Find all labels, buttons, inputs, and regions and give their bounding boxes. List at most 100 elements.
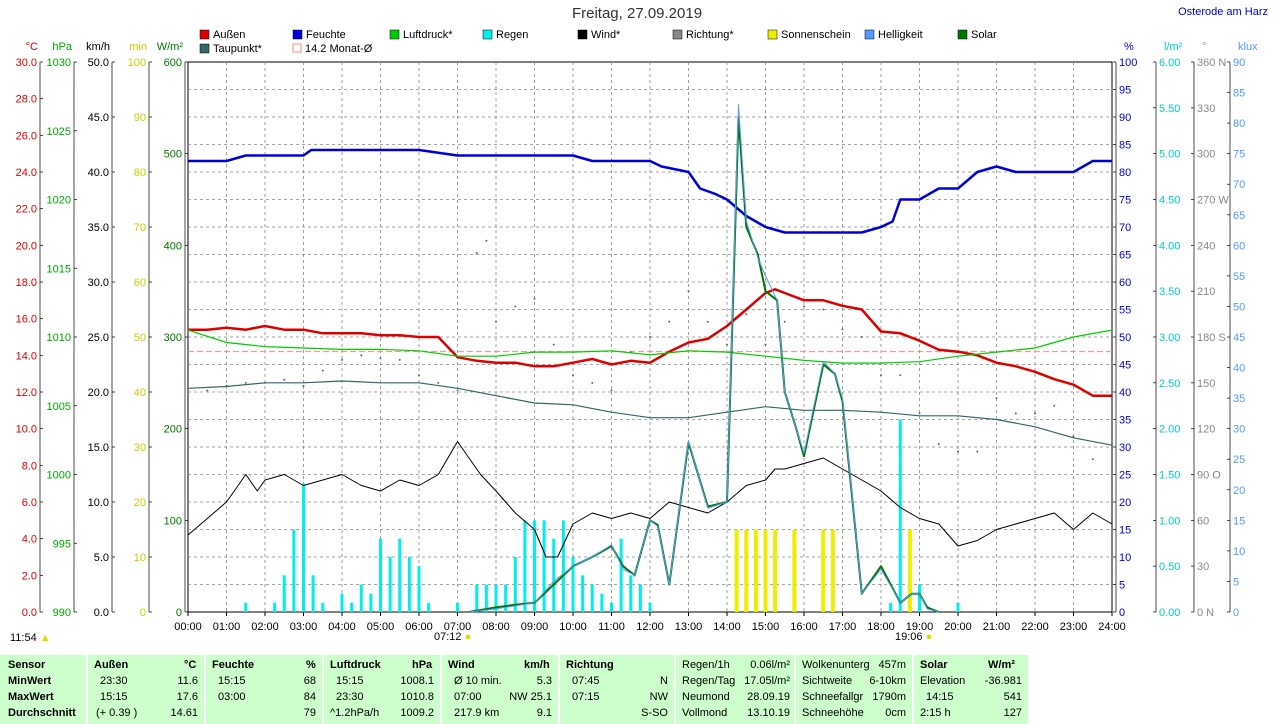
bar-regen (648, 602, 652, 612)
axis-left-unit: km/h (86, 41, 110, 53)
series-line-feuchte (188, 148, 1112, 234)
x-tick-label: 12:00 (636, 621, 664, 633)
richtung-point (437, 381, 440, 384)
axis-left-tick-label: 20 (134, 497, 146, 509)
x-tick-label: 19:00 (906, 621, 934, 633)
x-tick-label: 15:00 (752, 621, 780, 633)
richtung-max-time: 07:15 (572, 691, 600, 703)
series-line-wind (187, 441, 1113, 558)
axis-right-tick-label: 15 (1233, 515, 1245, 527)
bar-regen (321, 602, 325, 612)
bar-sonnenschein (821, 529, 826, 612)
legend-label: Taupunkt* (213, 43, 263, 55)
wind-max-val: NW 25.1 (509, 691, 552, 703)
schneefall-val: 1790m (872, 691, 906, 703)
axis-left-tick-label: 100 (164, 515, 182, 527)
series-line-helligkeit (468, 104, 939, 613)
feuchte-max-time: 03:00 (218, 691, 246, 703)
x-tick-label: 11:00 (598, 621, 625, 633)
axis-left-tick-label: 10.0 (16, 424, 37, 436)
luftdruck-trend: ^1.2hPa/h (330, 707, 380, 719)
x-tick-label: 20:00 (944, 621, 972, 633)
x-tick-label: 08:00 (482, 621, 510, 633)
axis-right-tick-label: 5 (1119, 580, 1125, 592)
x-tick-label: 17:00 (829, 621, 857, 633)
richtung-point (1091, 458, 1094, 461)
bar-regen (456, 602, 459, 612)
x-tick-label: 23:00 (1060, 621, 1088, 633)
footer-col-solar: Solar W/m² Elevation -36.981 14:15 541 2… (914, 655, 1030, 724)
axis-left-tick-label: 100 (128, 57, 146, 69)
axis-left-tick-label: 40.0 (88, 167, 109, 179)
sichtweite-val: 6-10km (869, 675, 906, 687)
luftdruck-max-val: 1010.8 (400, 691, 434, 703)
bar-regen (427, 602, 431, 612)
axis-left-tick-label: 14.0 (16, 350, 37, 362)
axis-right-tick-label: 55 (1119, 305, 1131, 317)
axis-right-tick-label: 210 (1197, 286, 1215, 298)
axis-left-tick-label: 0.0 (22, 607, 37, 619)
legend-swatch (292, 29, 303, 40)
richtung-point (1034, 412, 1036, 415)
bar-regen (619, 538, 623, 612)
richtung-avg-val: S-SO (641, 707, 668, 719)
axis-right-tick-label: 70 (1119, 222, 1131, 234)
luftdruck-max-time: 23:30 (336, 691, 364, 703)
bar-regen (244, 602, 248, 612)
richtung-point (379, 357, 382, 360)
axis-left-tick-label: 995 (53, 538, 71, 550)
feuchte-min-time: 15:15 (218, 675, 246, 687)
footer-col-wolken: Wolkenunterg 457m Sichtweite 6-10km Schn… (796, 655, 914, 724)
solar-max-time: 14:15 (926, 691, 954, 703)
legend-swatch (199, 43, 210, 54)
axis-right-tick-label: 4.00 (1159, 240, 1180, 252)
footer-col-luftdruck: Luftdruck hPa 15:15 1008.1 23:30 1010.8 … (324, 655, 442, 724)
bar-regen (484, 584, 488, 612)
sunset-label: 19:06 (895, 631, 923, 643)
richtung-point (841, 328, 844, 331)
footer-col-feuchte: Feuchte % 15:15 68 03:00 84 79 (206, 655, 324, 724)
aussen-avg-note: (+ 0.39 ) (96, 707, 138, 719)
richtung-point (610, 389, 613, 392)
axis-left-tick-label: 16.0 (16, 314, 37, 326)
axis-right-tick-label: 35 (1119, 415, 1131, 427)
axis-left-tick-label: 90 (134, 112, 146, 124)
axis-right-tick-label: 60 (1233, 240, 1245, 252)
bar-regen (417, 566, 421, 612)
axis-right-tick-label: 80 (1119, 167, 1131, 179)
axis-right-unit: % (1124, 41, 1134, 53)
axis-right-unit: ° (1202, 41, 1206, 53)
weather-chart: 00:00 01:00 02:00 03:00 04:00 05:00 06:00 07:00… (16, 29, 1258, 633)
axis-right-tick-label: 85 (1233, 88, 1245, 100)
axis-left-tick-label: 1015 (47, 263, 71, 275)
axis-left-tick-label: 600 (164, 57, 182, 69)
richtung-point (485, 239, 488, 242)
current-time-label: 11:54 (10, 632, 37, 644)
axis-left-tick-label: 1010 (47, 332, 71, 344)
bar-sonnenschein (753, 529, 758, 612)
wind-avg-val: 9.1 (536, 707, 552, 719)
sunrise-label: 07:12 (434, 631, 462, 643)
axis-right-tick-label: 30 (1233, 424, 1245, 436)
regen-1h-label: Regen/1h (682, 659, 730, 671)
axis-left-tick-label: 50 (134, 332, 146, 344)
legend-swatch (577, 29, 588, 40)
richtung-point (398, 358, 401, 361)
neumond-label: Neumond (682, 691, 730, 703)
footer-col-sensor: Sensor MinWert MaxWert Durchschnitt (0, 655, 88, 724)
location-label: Osterode am Harz (1178, 6, 1268, 18)
axis-right-tick-label: 5 (1233, 576, 1239, 588)
bar-regen (542, 520, 546, 612)
wolken-label: Wolkenunterg (802, 659, 870, 671)
richtung-min-time: 07:45 (572, 675, 600, 687)
axis-left-tick-label: 0 (140, 607, 146, 619)
axis-right-tick-label: 75 (1233, 149, 1245, 161)
bar-regen (889, 602, 893, 612)
richtung-point (745, 313, 748, 316)
bar-sonnenschein (830, 529, 835, 612)
axis-right-tick-label: 180 S (1197, 332, 1226, 344)
axis-right-tick-label: 75 (1119, 195, 1131, 207)
axis-right-tick-label: 35 (1233, 393, 1245, 405)
regen-tag-val: 17.05l/m² (744, 675, 790, 687)
axis-right-tick-label: 80 (1233, 118, 1245, 130)
